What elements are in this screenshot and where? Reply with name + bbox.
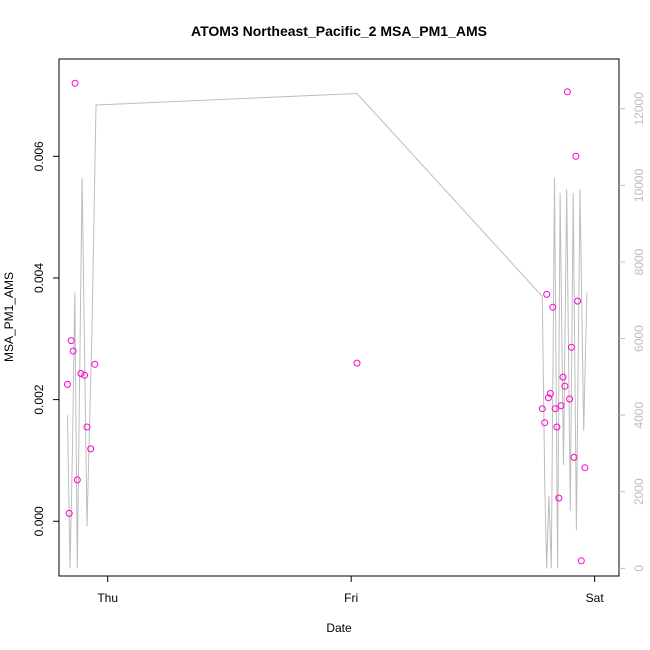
data-point bbox=[566, 395, 574, 403]
data-point bbox=[557, 402, 565, 410]
y2-tick-label: 2000 bbox=[632, 478, 646, 505]
data-point bbox=[559, 373, 567, 381]
data-point bbox=[543, 290, 551, 298]
data-point bbox=[71, 79, 79, 87]
data-point bbox=[563, 88, 571, 96]
y-tick-label: 0.002 bbox=[32, 384, 46, 414]
x-tick-label: Thu bbox=[97, 591, 118, 605]
data-point bbox=[83, 423, 91, 431]
x-tick-label: Fri bbox=[344, 591, 358, 605]
data-point bbox=[77, 370, 85, 377]
y-axis-label: MSA_PM1_AMS bbox=[2, 272, 16, 362]
data-point bbox=[546, 390, 554, 397]
chart-title: ATOM3 Northeast_Pacific_2 MSA_PM1_AMS bbox=[191, 23, 487, 39]
data-point bbox=[91, 360, 99, 368]
data-point bbox=[69, 347, 77, 355]
data-point bbox=[544, 394, 552, 402]
data-point bbox=[551, 405, 559, 413]
x-tick-label: Sat bbox=[586, 591, 605, 605]
data-point bbox=[581, 464, 589, 472]
data-point bbox=[574, 297, 582, 305]
data-point bbox=[570, 453, 578, 461]
data-point bbox=[541, 419, 549, 427]
data-point bbox=[538, 405, 546, 413]
data-point bbox=[87, 445, 95, 453]
y2-tick-label: 6000 bbox=[632, 325, 646, 352]
plot-frame bbox=[58, 58, 620, 577]
y-tick-label: 0.004 bbox=[32, 263, 46, 293]
y2-tick-label: 12000 bbox=[632, 92, 646, 126]
chart-marks: Thu Fri Sat 0.000 0.002 0.004 0.006 0 2000 4000 60… bbox=[32, 79, 646, 605]
x-axis-label: Date bbox=[326, 621, 352, 635]
series-line bbox=[67, 92, 588, 569]
y2-tick-label: 4000 bbox=[632, 402, 646, 429]
data-point bbox=[577, 557, 585, 565]
y2-tick-label: 0 bbox=[632, 565, 646, 572]
data-point bbox=[553, 423, 561, 431]
y2-tick-label: 10000 bbox=[632, 168, 646, 202]
data-point bbox=[73, 476, 81, 484]
data-point bbox=[67, 337, 75, 345]
y-tick-label: 0.000 bbox=[32, 506, 46, 536]
data-point bbox=[353, 359, 361, 367]
y-tick-label: 0.006 bbox=[32, 141, 46, 171]
data-point bbox=[64, 380, 71, 388]
data-point bbox=[65, 509, 73, 517]
data-point bbox=[572, 152, 580, 160]
data-point bbox=[561, 382, 569, 390]
y2-tick-label: 8000 bbox=[632, 248, 646, 275]
data-point bbox=[555, 494, 563, 502]
data-point bbox=[568, 343, 575, 351]
data-point bbox=[81, 371, 89, 379]
data-point bbox=[549, 303, 557, 311]
